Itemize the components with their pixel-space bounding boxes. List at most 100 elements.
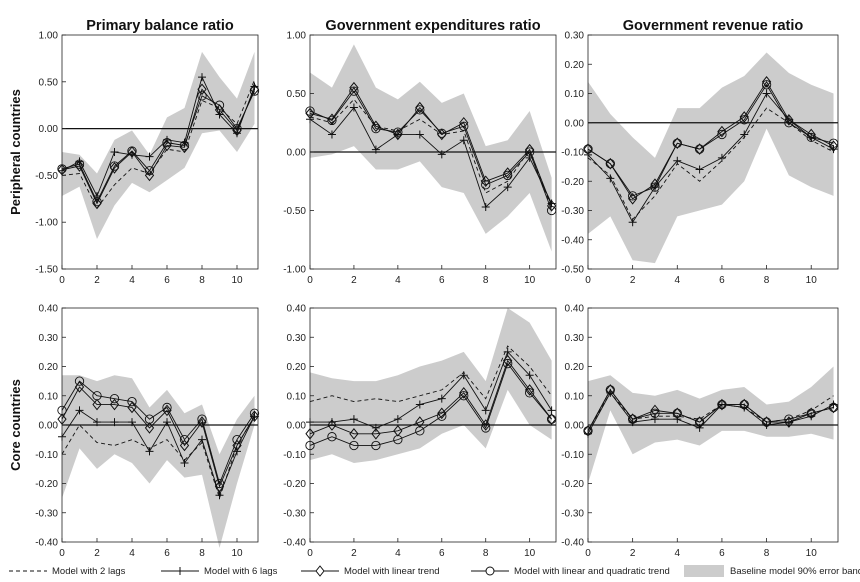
plus-marker	[145, 152, 154, 161]
row-label: Peripheral countries	[8, 89, 23, 215]
y-tick-label: -0.20	[283, 479, 306, 490]
series-line-quadratic	[61, 380, 255, 485]
legend-item-two-lags: Model with 2 lags	[8, 561, 125, 581]
diamond-marker	[92, 197, 102, 210]
diamond-marker	[739, 398, 749, 411]
y-tick-label: 0.40	[565, 304, 585, 315]
circle-marker	[415, 426, 425, 436]
circle-marker	[672, 408, 682, 418]
series-line-six-lags	[309, 106, 553, 208]
y-tick-label: -0.50	[283, 206, 306, 217]
y-tick-label: -0.40	[561, 235, 584, 246]
y-tick-label: -1.00	[283, 265, 306, 276]
x-tick-label: 2	[94, 275, 100, 286]
panel-title: Primary balance ratio	[86, 18, 234, 34]
plus-marker	[415, 400, 424, 409]
x-tick-label: 6	[439, 275, 445, 286]
circle-marker	[784, 414, 794, 424]
circle-marker	[437, 411, 447, 421]
diamond-marker	[232, 124, 242, 137]
plus-marker	[481, 202, 490, 211]
diamond-marker	[92, 398, 102, 411]
panel-core-primary-balance: -0.40 -0.30 -0.20 -0.10 0.00 0.10 0.20 0.30 0.40…	[35, 304, 260, 559]
x-tick-label: 10	[524, 548, 536, 559]
y-tick-label: 0.30	[565, 333, 585, 344]
plus-marker	[349, 103, 358, 112]
circle-marker	[371, 440, 381, 451]
diamond-marker	[806, 407, 816, 420]
y-tick-label: 0.00	[39, 421, 59, 432]
diamond-marker	[197, 416, 207, 428]
y-tick-label: 0.20	[287, 362, 307, 373]
x-tick-label: 6	[439, 548, 445, 559]
circle-marker	[415, 105, 425, 115]
legend-label-quadratic: Model with linear and quadratic trend	[514, 565, 670, 577]
circle-marker	[672, 138, 682, 148]
circle-marker	[179, 434, 190, 445]
x-tick-label: 2	[630, 275, 636, 286]
x-tick-label: 8	[199, 275, 205, 286]
diamond-marker	[197, 83, 207, 96]
x-tick-label: 10	[231, 275, 243, 286]
diamond-marker	[717, 125, 727, 138]
diamond-marker	[109, 398, 120, 411]
x-tick-label: 0	[59, 548, 65, 559]
circle-marker	[197, 414, 207, 424]
x-tick-label: 4	[395, 548, 401, 559]
diamond-marker	[717, 398, 727, 411]
circle-marker	[605, 385, 615, 395]
diamond-marker	[349, 81, 359, 94]
plus-marker	[75, 406, 84, 415]
circle-marker	[627, 191, 638, 201]
y-tick-label: -0.20	[35, 479, 58, 490]
circle-marker	[232, 123, 242, 134]
diamond-marker	[459, 116, 469, 129]
axes-box	[61, 34, 259, 270]
y-tick-label: 0.20	[565, 362, 585, 373]
diamond-marker	[127, 146, 137, 158]
diamond-marker	[144, 422, 155, 434]
y-tick-label: -0.30	[561, 508, 584, 519]
series-line-quadratic	[309, 90, 553, 211]
plus-marker	[145, 447, 154, 456]
plus-marker	[110, 148, 119, 156]
row-label: Core countries	[8, 379, 23, 471]
plus-marker	[503, 183, 512, 192]
diamond-marker	[127, 401, 137, 414]
circle-marker	[74, 159, 85, 169]
series-line-linear	[61, 386, 255, 488]
circle-marker	[694, 144, 705, 154]
y-tick-label: 0.40	[287, 304, 307, 315]
x-tick-label: 0	[585, 548, 591, 559]
plus-marker	[717, 153, 726, 162]
panel-title: Government expenditures ratio	[325, 18, 540, 34]
circle-marker	[650, 408, 660, 418]
circle-marker	[605, 159, 615, 169]
y-tick-label: 0.10	[565, 89, 585, 100]
panel-peripheral-expenditures: -1.00 -0.50 0.00 0.50 1.00 0 2 4 6 8 10	[283, 31, 557, 286]
x-tick-label: 2	[351, 275, 357, 286]
circle-marker	[650, 182, 660, 192]
circle-marker	[249, 408, 260, 418]
plus-marker	[198, 435, 206, 444]
x-tick-label: 10	[524, 275, 536, 286]
diamond-marker	[179, 439, 190, 452]
error-band	[62, 375, 255, 548]
x-tick-label: 0	[585, 275, 591, 286]
x-tick-label: 0	[307, 275, 313, 286]
series-line-quadratic	[61, 90, 255, 203]
legend-swatch-dashed-line	[9, 570, 47, 572]
circle-marker	[717, 129, 727, 140]
x-tick-label: 4	[129, 548, 135, 559]
plus-marker	[740, 130, 749, 139]
circle-marker	[144, 166, 155, 176]
x-tick-label: 0	[307, 548, 313, 559]
circle-marker	[232, 434, 242, 445]
x-tick-label: 8	[199, 548, 205, 559]
y-tick-label: -0.30	[561, 206, 584, 217]
plus-marker	[163, 418, 171, 427]
circle-marker	[393, 434, 403, 445]
legend-item-linear: Model with linear trend	[300, 561, 440, 581]
y-tick-label: 0.40	[39, 304, 59, 315]
error-band	[62, 51, 255, 240]
